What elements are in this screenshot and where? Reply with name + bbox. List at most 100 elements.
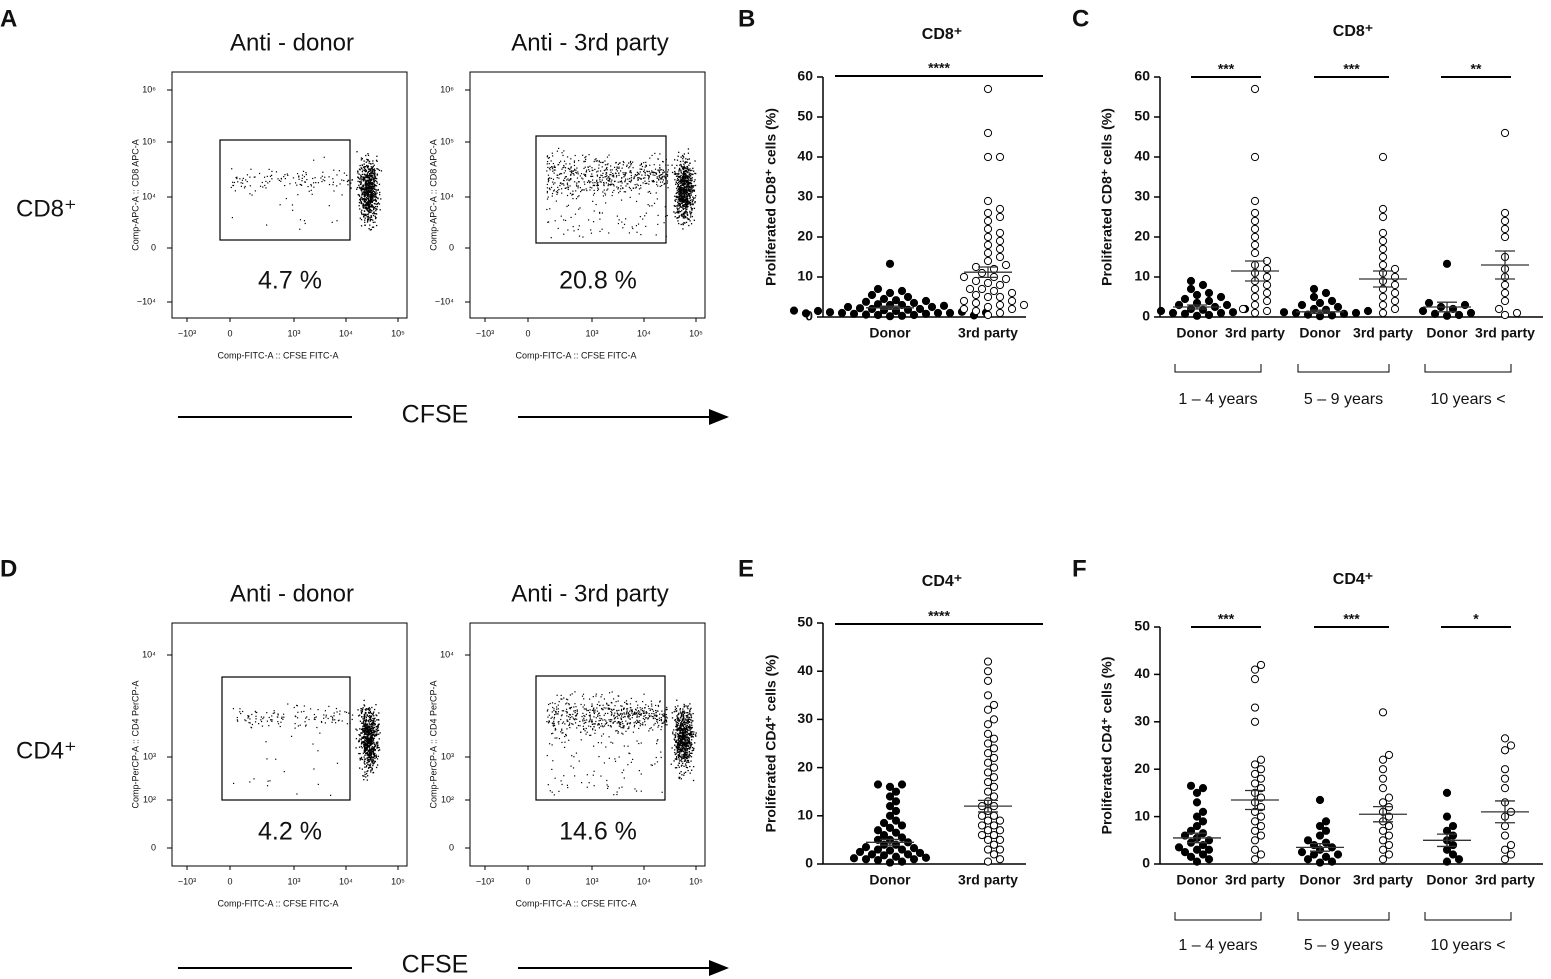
- flow-y-axis-label: Comp-PerCP-A :: CD4 PerCP-A: [130, 680, 140, 808]
- event-dot: [363, 705, 366, 707]
- event-dot: [242, 182, 244, 184]
- event-dot: [547, 174, 550, 176]
- event-dot: [678, 189, 680, 191]
- event-dot: [363, 735, 365, 738]
- event-dot: [678, 776, 680, 779]
- event-dot: [602, 176, 604, 179]
- event-dot: [620, 181, 622, 183]
- event-dot: [683, 185, 685, 188]
- event-dot: [653, 202, 656, 204]
- event-dot: [547, 722, 550, 724]
- event-dot: [691, 747, 694, 749]
- event-dot: [658, 179, 660, 181]
- data-point: [1384, 831, 1394, 840]
- event-dot: [608, 704, 610, 706]
- event-dot: [686, 200, 688, 202]
- event-dot: [592, 723, 594, 725]
- event-dot: [676, 749, 679, 751]
- data-point: [891, 828, 901, 837]
- event-dot: [593, 716, 595, 718]
- event-dot: [361, 732, 364, 734]
- data-point: [861, 310, 871, 319]
- event-dot: [600, 696, 602, 698]
- event-dot: [681, 728, 683, 730]
- event-dot: [595, 717, 597, 719]
- event-dot: [685, 732, 687, 734]
- event-dot: [665, 716, 667, 718]
- event-dot: [247, 717, 249, 719]
- event-dot: [357, 715, 360, 717]
- event-dot: [612, 173, 614, 175]
- event-dot: [367, 746, 369, 748]
- event-dot: [690, 177, 692, 180]
- data-point: [983, 208, 993, 218]
- event-dot: [608, 708, 610, 710]
- event-dot: [598, 723, 600, 725]
- event-dot: [610, 181, 612, 183]
- event-dot: [366, 216, 368, 218]
- data-point: [1500, 216, 1510, 226]
- event-dot: [375, 743, 377, 745]
- event-dot: [676, 189, 678, 191]
- event-dot: [678, 754, 681, 757]
- event-dot: [593, 726, 595, 728]
- event-dot: [689, 220, 691, 222]
- x-tick-label: Donor: [1299, 872, 1341, 888]
- event-dot: [283, 770, 285, 773]
- event-dot: [372, 212, 374, 215]
- row-label: CD8⁺: [16, 195, 77, 222]
- event-dot: [682, 160, 684, 162]
- event-dot: [608, 184, 610, 186]
- event-dot: [620, 712, 622, 715]
- data-point: [885, 782, 895, 791]
- event-dot: [687, 175, 689, 177]
- event-dot: [373, 206, 376, 209]
- event-dot: [297, 711, 299, 713]
- event-dot: [615, 701, 617, 703]
- event-dot: [365, 204, 367, 206]
- event-dot: [365, 712, 367, 714]
- event-dot: [366, 708, 369, 710]
- event-dot: [676, 211, 678, 214]
- event-dot: [663, 183, 665, 185]
- event-dot: [358, 733, 360, 736]
- event-dot: [681, 720, 684, 722]
- event-dot: [679, 748, 682, 750]
- event-dot: [369, 197, 372, 199]
- event-dot: [556, 737, 558, 739]
- event-dot: [245, 720, 247, 722]
- event-dot: [614, 712, 616, 714]
- event-dot: [686, 201, 689, 203]
- event-dot: [632, 758, 634, 761]
- event-dot: [310, 183, 312, 186]
- event-dot: [636, 707, 639, 709]
- data-point: [995, 244, 1005, 254]
- data-point: [1250, 248, 1260, 258]
- event-dot: [367, 183, 369, 185]
- event-dot: [688, 756, 690, 759]
- event-dot: [686, 185, 689, 188]
- event-dot: [369, 209, 371, 212]
- event-dot: [304, 181, 306, 183]
- event-dot: [583, 715, 585, 717]
- event-dot: [370, 205, 373, 207]
- event-dot: [680, 196, 683, 199]
- event-dot: [554, 182, 556, 184]
- event-dot: [376, 182, 378, 184]
- event-dot: [685, 750, 687, 752]
- event-dot: [561, 729, 563, 731]
- event-dot: [679, 707, 682, 710]
- event-dot: [367, 732, 369, 735]
- flow-x-tick: 10³: [585, 876, 598, 886]
- event-dot: [683, 194, 685, 196]
- event-dot: [270, 174, 273, 177]
- event-dot: [634, 713, 636, 716]
- event-dot: [360, 167, 362, 169]
- event-dot: [343, 172, 345, 174]
- event-dot: [364, 193, 366, 195]
- event-dot: [682, 205, 684, 208]
- flow-y-axis-label: Comp-PerCP-A :: CD4 PerCP-A: [428, 680, 438, 808]
- event-dot: [583, 189, 585, 191]
- event-dot: [641, 165, 644, 168]
- y-tick-label: 0: [805, 855, 813, 871]
